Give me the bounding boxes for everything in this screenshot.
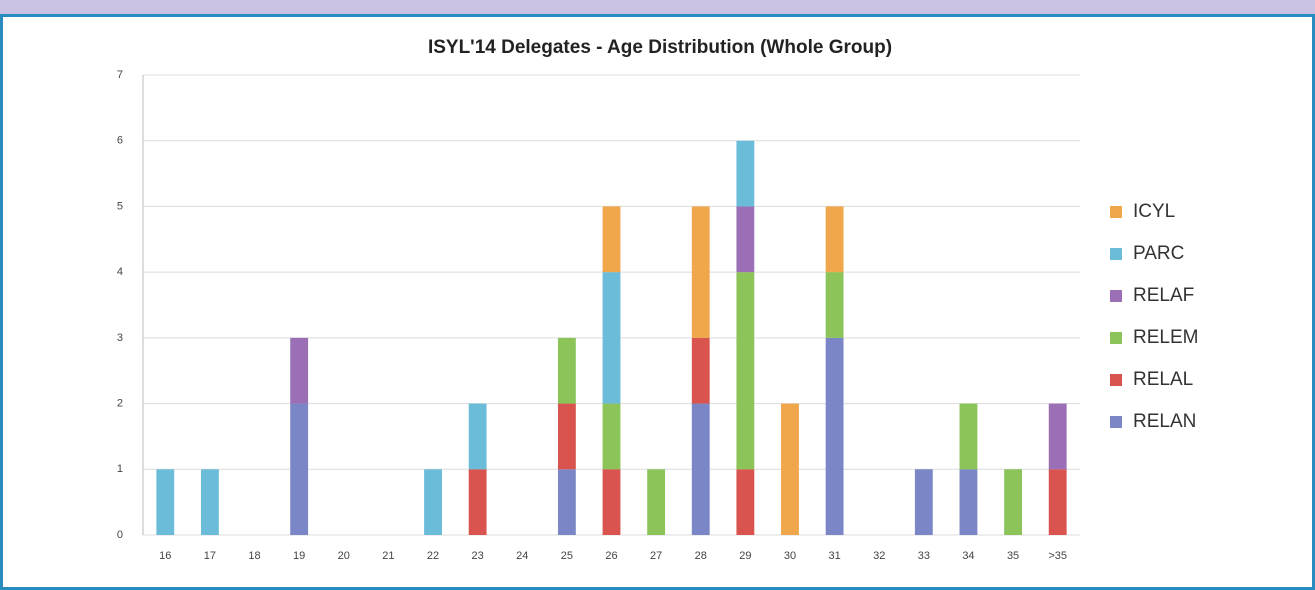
bar-segment [647, 469, 666, 535]
bar-segment [557, 337, 576, 404]
bar-segment [1048, 469, 1067, 535]
bar-segment [468, 403, 487, 470]
x-tick-label: 16 [159, 550, 171, 562]
bar-segment [557, 469, 576, 535]
y-tick-label: 5 [117, 200, 123, 212]
bar-segment [602, 272, 621, 404]
legend-swatch [1110, 206, 1122, 218]
x-tick-label: 34 [962, 550, 974, 562]
bar-segment [825, 272, 844, 338]
x-tick-label: 30 [784, 550, 796, 562]
chart-title: ISYL'14 Delegates - Age Distribution (Wh… [428, 37, 892, 58]
bar-segment [825, 206, 844, 273]
y-tick-label: 1 [117, 463, 123, 475]
bar-segment [736, 272, 755, 470]
y-tick-label: 0 [117, 529, 123, 541]
bar-segment [691, 403, 710, 535]
x-tick-label: 23 [472, 550, 484, 562]
bar-segment [914, 469, 933, 535]
bar-segment [290, 337, 309, 404]
y-tick-label: 3 [117, 332, 123, 344]
chart: ISYL'14 Delegates - Age Distribution (Wh… [117, 37, 1199, 562]
x-tick-label: 17 [204, 550, 216, 562]
x-tick-label: 20 [338, 550, 350, 562]
legend-swatch [1110, 290, 1122, 302]
x-tick-label: 27 [650, 550, 662, 562]
x-tick-label: 18 [248, 550, 260, 562]
legend-label: PARC [1133, 243, 1184, 264]
bar-segment [691, 206, 710, 338]
bar-segment [557, 403, 576, 470]
y-tick-label: 2 [117, 397, 123, 409]
bar-segment [602, 206, 621, 273]
legend-label: RELAN [1133, 411, 1196, 432]
x-tick-label: 31 [828, 550, 840, 562]
bar-segment [424, 469, 442, 535]
bar-segment [290, 403, 309, 535]
x-tick-label: 32 [873, 550, 885, 562]
bar-segment [781, 403, 799, 535]
x-tick-label: 24 [516, 550, 528, 562]
x-tick-label: 26 [605, 550, 617, 562]
bar-segment [1004, 469, 1022, 535]
y-tick-label: 7 [117, 69, 123, 81]
legend-label: RELAF [1133, 285, 1194, 306]
x-tick-label: 35 [1007, 550, 1019, 562]
y-tick-label: 6 [117, 135, 123, 147]
x-tick-label: 21 [382, 550, 394, 562]
legend-swatch [1110, 248, 1122, 260]
x-tick-label: 25 [561, 550, 573, 562]
bar-segment [201, 469, 219, 535]
x-tick-label: 28 [695, 550, 707, 562]
bar-segment [602, 403, 621, 470]
y-tick-label: 4 [117, 266, 123, 278]
bar-segment [156, 469, 175, 535]
legend-label: RELEM [1133, 327, 1198, 348]
x-tick-label: >35 [1048, 550, 1067, 562]
legend-label: ICYL [1133, 201, 1175, 222]
bar-segment [691, 337, 710, 404]
bar-segment [736, 206, 755, 273]
bar-segment [736, 140, 755, 207]
page: ISYL'14 Delegates - Age Distribution (Wh… [0, 14, 1315, 590]
bar-segment [1048, 403, 1067, 470]
legend-label: RELAL [1133, 369, 1193, 390]
legend-swatch [1110, 332, 1122, 344]
x-tick-label: 29 [739, 550, 751, 562]
x-tick-label: 33 [918, 550, 930, 562]
bar-segment [959, 403, 978, 470]
legend-swatch [1110, 374, 1122, 386]
bar-segment [602, 469, 621, 535]
bar-segment [959, 469, 978, 535]
x-tick-label: 22 [427, 550, 439, 562]
x-tick-label: 19 [293, 550, 305, 562]
legend-swatch [1110, 416, 1122, 428]
bar-segment [736, 469, 755, 535]
bar-segment [468, 469, 487, 535]
bar-segment [825, 337, 844, 535]
